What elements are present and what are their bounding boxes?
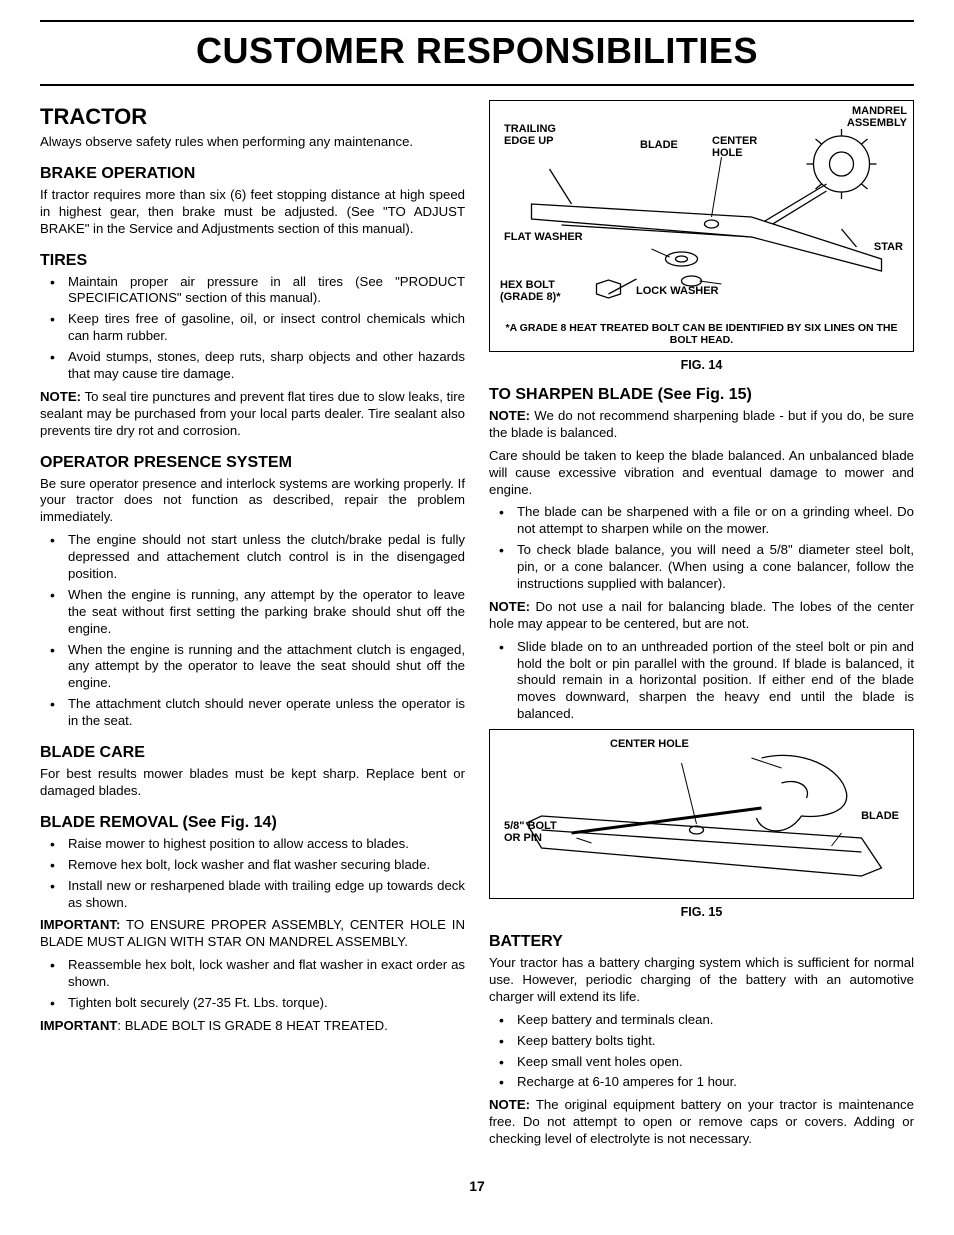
- tires-heading: TIRES: [40, 252, 465, 270]
- ops-intro: Be sure operator presence and interlock …: [40, 476, 465, 527]
- removal-heading: BLADE REMOVAL (See Fig. 14): [40, 814, 465, 832]
- note-text: The original equipment battery on your t…: [489, 1097, 914, 1146]
- sharpen-para: Care should be taken to keep the blade b…: [489, 448, 914, 499]
- list-item: Keep battery and terminals clean.: [517, 1012, 914, 1029]
- figure-14-box: MANDREL ASSEMBLY TRAILING EDGE UP BLADE …: [489, 100, 914, 352]
- important-label: IMPORTANT:: [40, 917, 120, 932]
- brake-heading: BRAKE OPERATION: [40, 165, 465, 183]
- battery-list: Keep battery and terminals clean. Keep b…: [489, 1012, 914, 1092]
- list-item: Reassemble hex bolt, lock washer and fla…: [68, 957, 465, 991]
- note-text: To seal tire punctures and prevent flat …: [40, 389, 465, 438]
- left-column: TRACTOR Always observe safety rules when…: [40, 96, 465, 1154]
- right-column: MANDREL ASSEMBLY TRAILING EDGE UP BLADE …: [489, 96, 914, 1154]
- figure-15-illustration: [500, 738, 903, 888]
- fig15-label-center: CENTER HOLE: [610, 738, 689, 750]
- bottom-rule: [40, 84, 914, 86]
- brake-text: If tractor requires more than six (6) fe…: [40, 187, 465, 238]
- page-number: 17: [40, 1178, 914, 1194]
- list-item: Remove hex bolt, lock washer and flat wa…: [68, 857, 465, 874]
- list-item: Avoid stumps, stones, deep ruts, sharp o…: [68, 349, 465, 383]
- note-label: NOTE:: [40, 389, 81, 404]
- list-item: Recharge at 6-10 amperes for 1 hour.: [517, 1074, 914, 1091]
- fig14-label-lock: LOCK WASHER: [636, 285, 719, 297]
- tires-list: Maintain proper air pressure in all tire…: [40, 274, 465, 383]
- fig15-caption: FIG. 15: [489, 905, 914, 919]
- fig14-label-center: CENTER HOLE: [712, 135, 757, 159]
- list-item: The attachment clutch should never opera…: [68, 696, 465, 730]
- important-label: IMPORTANT: [40, 1018, 117, 1033]
- list-item: Raise mower to highest position to allow…: [68, 836, 465, 853]
- note-label: NOTE:: [489, 408, 530, 423]
- battery-note: NOTE: The original equipment battery on …: [489, 1097, 914, 1148]
- removal-important-2: IMPORTANT: BLADE BOLT IS GRADE 8 HEAT TR…: [40, 1018, 465, 1035]
- list-item: When the engine is running, any attempt …: [68, 587, 465, 638]
- removal-list-2: Reassemble hex bolt, lock washer and fla…: [40, 957, 465, 1012]
- sharpen-note2: NOTE: Do not use a nail for balancing bl…: [489, 599, 914, 633]
- list-item: Keep small vent holes open.: [517, 1054, 914, 1071]
- sharpen-list-1: The blade can be sharpened with a file o…: [489, 504, 914, 592]
- list-item: The blade can be sharpened with a file o…: [517, 504, 914, 538]
- fig14-caption: FIG. 14: [489, 358, 914, 372]
- list-item: Tighten bolt securely (27-35 Ft. Lbs. to…: [68, 995, 465, 1012]
- removal-important-1: IMPORTANT: TO ENSURE PROPER ASSEMBLY, CE…: [40, 917, 465, 951]
- sharpen-list-2: Slide blade on to an unthreaded portion …: [489, 639, 914, 723]
- content-columns: TRACTOR Always observe safety rules when…: [40, 96, 914, 1154]
- fig14-label-flat: FLAT WASHER: [504, 231, 583, 243]
- bladecare-heading: BLADE CARE: [40, 744, 465, 762]
- tires-note: NOTE: To seal tire punctures and prevent…: [40, 389, 465, 440]
- fig14-label-trailing: TRAILING EDGE UP: [504, 123, 556, 147]
- list-item: When the engine is running and the attac…: [68, 642, 465, 693]
- ops-list: The engine should not start unless the c…: [40, 532, 465, 730]
- list-item: To check blade balance, you will need a …: [517, 542, 914, 593]
- fig15-label-blade: BLADE: [861, 810, 899, 822]
- fig14-label-mandrel: MANDREL ASSEMBLY: [847, 105, 907, 129]
- fig14-label-blade: BLADE: [640, 139, 678, 151]
- note-label: NOTE:: [489, 1097, 530, 1112]
- list-item: Keep tires free of gasoline, oil, or ins…: [68, 311, 465, 345]
- fig14-label-star: STAR: [874, 241, 903, 253]
- battery-intro: Your tractor has a battery charging syst…: [489, 955, 914, 1006]
- sharpen-note1: NOTE: We do not recommend sharpening bla…: [489, 408, 914, 442]
- list-item: Keep battery bolts tight.: [517, 1033, 914, 1050]
- note-label: NOTE:: [489, 599, 530, 614]
- sharpen-heading: TO SHARPEN BLADE (See Fig. 15): [489, 386, 914, 404]
- note-text: We do not recommend sharpening blade - b…: [489, 408, 914, 440]
- page-title: CUSTOMER RESPONSIBILITIES: [40, 28, 914, 76]
- bladecare-text: For best results mower blades must be ke…: [40, 766, 465, 800]
- note-text: Do not use a nail for balancing blade. T…: [489, 599, 914, 631]
- list-item: Slide blade on to an unthreaded portion …: [517, 639, 914, 723]
- list-item: Maintain proper air pressure in all tire…: [68, 274, 465, 308]
- fig14-footnote: *A GRADE 8 HEAT TREATED BOLT CAN BE IDEN…: [500, 322, 903, 347]
- removal-list-1: Raise mower to highest position to allow…: [40, 836, 465, 912]
- important-text: : BLADE BOLT IS GRADE 8 HEAT TREATED.: [117, 1018, 387, 1033]
- fig15-label-bolt: 5/8" BOLT OR PIN: [504, 820, 557, 844]
- ops-heading: OPERATOR PRESENCE SYSTEM: [40, 454, 465, 472]
- tractor-heading: TRACTOR: [40, 104, 465, 130]
- fig14-label-hex: HEX BOLT (GRADE 8)*: [500, 279, 561, 303]
- figure-15-box: CENTER HOLE BLADE 5/8" BOLT OR PIN: [489, 729, 914, 899]
- tractor-intro: Always observe safety rules when perform…: [40, 134, 465, 151]
- battery-heading: BATTERY: [489, 933, 914, 951]
- top-rule: [40, 20, 914, 22]
- list-item: Install new or resharpened blade with tr…: [68, 878, 465, 912]
- list-item: The engine should not start unless the c…: [68, 532, 465, 583]
